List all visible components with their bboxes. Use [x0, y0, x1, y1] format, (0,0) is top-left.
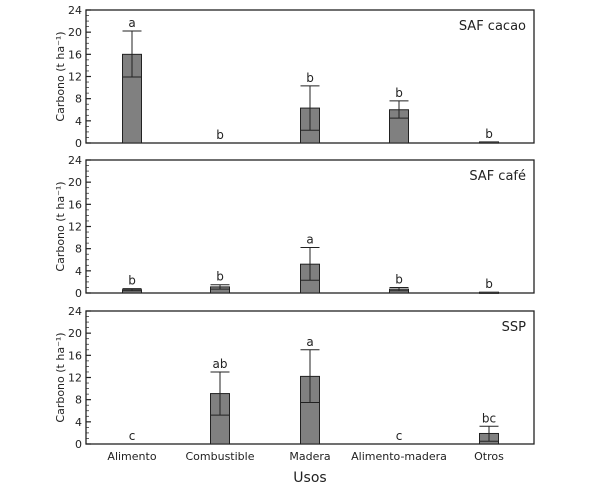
significance-letter: b: [395, 86, 403, 100]
y-tick-label: 16: [68, 198, 82, 211]
bar: [479, 141, 499, 144]
y-tick-label: 20: [68, 176, 82, 189]
y-tick-label: 12: [68, 71, 82, 84]
significance-letter: b: [216, 270, 224, 284]
y-tick-label: 4: [75, 265, 82, 278]
y-tick-label: 12: [68, 372, 82, 385]
y-tick-label: 20: [68, 26, 82, 39]
y-tick-label: 4: [75, 416, 82, 429]
significance-letter: c: [396, 429, 403, 443]
x-tick-label: Alimento-madera: [351, 450, 447, 463]
panel-3: 0 4 8 12 16 20 24 Carbono (t ha⁻¹) SSP c ab a c bc Ali…: [54, 305, 535, 486]
y-tick-label: 12: [68, 221, 82, 234]
significance-letter: c: [129, 429, 136, 443]
y-tick-label: 0: [75, 287, 82, 300]
y-tick-label: 4: [75, 115, 82, 128]
panel-label: SSP: [502, 320, 527, 335]
x-axis-label: Usos: [293, 470, 326, 486]
y-tick-label: 16: [68, 48, 82, 61]
y-tick-label: 0: [75, 137, 82, 150]
significance-letter: b: [216, 128, 224, 142]
y-tick-label: 8: [75, 243, 82, 256]
significance-letter: b: [128, 274, 136, 288]
y-tick-label: 24: [68, 154, 82, 167]
significance-letter: b: [485, 127, 493, 141]
significance-letter: b: [306, 71, 314, 85]
significance-letter: a: [306, 335, 313, 349]
y-tick-label: 8: [75, 93, 82, 106]
panel-label: SAF café: [469, 169, 526, 184]
significance-letter: ab: [213, 357, 228, 371]
y-axis-label: Carbono (t ha⁻¹): [54, 332, 67, 422]
x-tick-label: Otros: [474, 450, 504, 463]
y-axis-label: Carbono (t ha⁻¹): [54, 31, 67, 121]
y-tick-label: 20: [68, 327, 82, 340]
y-axis-label: Carbono (t ha⁻¹): [54, 181, 67, 271]
significance-letter: b: [395, 272, 403, 286]
x-tick-label: Combustible: [186, 450, 255, 463]
y-tick-label: 0: [75, 438, 82, 451]
significance-letter: b: [485, 277, 493, 291]
significance-letter: a: [128, 16, 135, 30]
x-tick-label: Madera: [289, 450, 330, 463]
bar: [479, 291, 499, 294]
x-tick-label: Alimento: [107, 450, 156, 463]
y-tick-label: 8: [75, 394, 82, 407]
panel-2: 0 4 8 12 16 20 24 Carbono (t ha⁻¹) SAF café b b a b b: [54, 154, 535, 300]
y-tick-label: 24: [68, 305, 82, 318]
significance-letter: bc: [482, 411, 496, 425]
panel-1: 0 4 8 12 16 20 24 Carbono (t ha⁻¹) SAF cacao a b b b…: [54, 4, 535, 150]
significance-letter: a: [306, 233, 313, 247]
y-tick-label: 16: [68, 349, 82, 362]
panel-label: SAF cacao: [459, 19, 526, 34]
y-tick-label: 24: [68, 4, 82, 17]
